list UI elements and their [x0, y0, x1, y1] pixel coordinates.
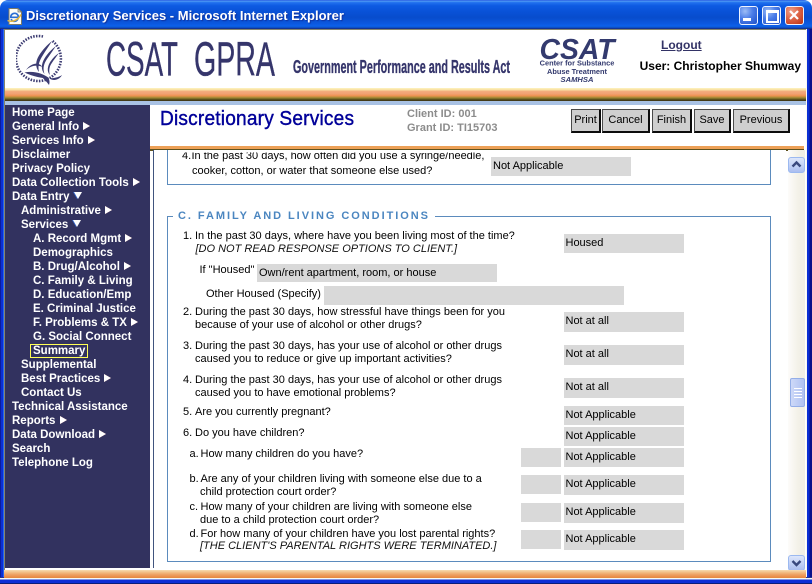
svg-text:Abuse Treatment: Abuse Treatment [547, 67, 608, 76]
svg-text:SAMHSA: SAMHSA [561, 75, 594, 84]
svg-text:Government Performance and Res: Government Performance and Results Act [293, 56, 510, 77]
svg-text:CSAT: CSAT [106, 36, 178, 82]
svg-text:Center for Substance: Center for Substance [540, 59, 615, 68]
svg-text:CSAT: CSAT [540, 34, 617, 66]
svg-text:GPRA: GPRA [194, 36, 275, 82]
